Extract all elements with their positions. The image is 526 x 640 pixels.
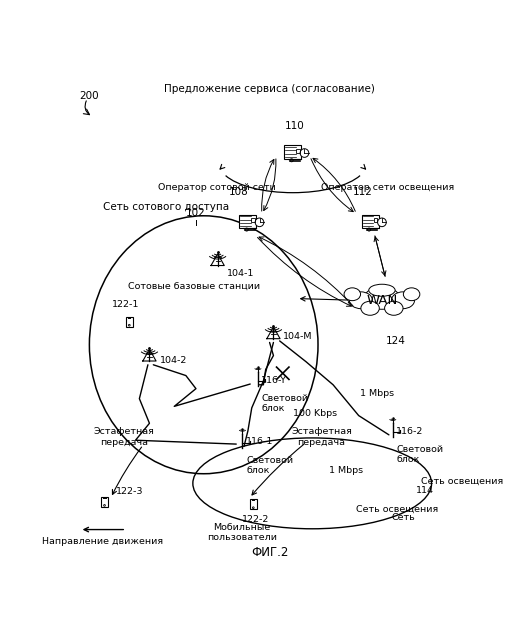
Text: 108: 108 xyxy=(229,187,248,197)
Text: ФИГ.2: ФИГ.2 xyxy=(251,546,288,559)
Circle shape xyxy=(300,148,309,157)
Bar xyxy=(126,317,133,327)
Circle shape xyxy=(255,218,264,227)
Text: Оператор сотовой сети: Оператор сотовой сети xyxy=(158,183,276,192)
Text: Мобильные
пользователи: Мобильные пользователи xyxy=(207,523,277,542)
Text: Эстафетная
передача: Эстафетная передача xyxy=(94,427,154,447)
Ellipse shape xyxy=(385,301,403,316)
Text: 100 Kbps: 100 Kbps xyxy=(293,410,337,419)
Bar xyxy=(250,499,257,509)
Bar xyxy=(239,214,256,228)
Ellipse shape xyxy=(349,292,372,308)
Text: Сеть: Сеть xyxy=(392,513,416,522)
Text: Световой
блок: Световой блок xyxy=(262,394,309,413)
Text: Световой
блок: Световой блок xyxy=(397,445,444,464)
Bar xyxy=(374,218,377,222)
Circle shape xyxy=(378,218,386,227)
Text: 110: 110 xyxy=(285,121,305,131)
Text: 124: 124 xyxy=(386,336,406,346)
Text: 116-2: 116-2 xyxy=(396,427,423,436)
Text: 102: 102 xyxy=(186,208,206,218)
Text: 122-2: 122-2 xyxy=(242,515,269,524)
Text: Предложение сервиса (согласование): Предложение сервиса (согласование) xyxy=(164,84,375,95)
Bar xyxy=(362,214,379,228)
Bar xyxy=(296,149,300,152)
Text: Сотовые базовые станции: Сотовые базовые станции xyxy=(128,282,260,291)
Ellipse shape xyxy=(364,287,400,309)
Ellipse shape xyxy=(391,292,414,308)
Text: Световой
блок: Световой блок xyxy=(246,456,294,475)
Text: Эстафетная
передача: Эстафетная передача xyxy=(291,427,352,447)
Ellipse shape xyxy=(369,284,395,296)
Text: WAN: WAN xyxy=(366,294,398,307)
Text: 116-1: 116-1 xyxy=(246,437,273,447)
Text: Оператор сети освещения: Оператор сети освещения xyxy=(321,183,454,192)
Text: 200: 200 xyxy=(80,91,99,100)
Ellipse shape xyxy=(361,301,379,316)
Text: 104-М: 104-М xyxy=(283,332,312,340)
Text: 104-1: 104-1 xyxy=(227,269,255,278)
Text: Сеть сотового доступа: Сеть сотового доступа xyxy=(104,202,229,212)
Bar xyxy=(251,218,255,222)
Text: 122-3: 122-3 xyxy=(116,486,144,495)
Text: 1 Mbps: 1 Mbps xyxy=(329,466,363,475)
Ellipse shape xyxy=(344,288,360,301)
Text: Сеть освещения: Сеть освещения xyxy=(421,477,503,486)
Text: 122-1: 122-1 xyxy=(112,300,139,308)
Text: 116-Y: 116-Y xyxy=(261,376,287,385)
Text: 1 Mbps: 1 Mbps xyxy=(360,388,394,397)
Text: 112: 112 xyxy=(352,187,372,197)
Bar xyxy=(102,497,108,507)
Text: 104-2: 104-2 xyxy=(160,356,188,365)
Ellipse shape xyxy=(403,288,420,301)
Text: Сеть освещения: Сеть освещения xyxy=(356,505,439,514)
Bar xyxy=(284,145,301,159)
Text: Направление движения: Направление движения xyxy=(43,537,164,547)
Text: 114: 114 xyxy=(416,486,434,495)
